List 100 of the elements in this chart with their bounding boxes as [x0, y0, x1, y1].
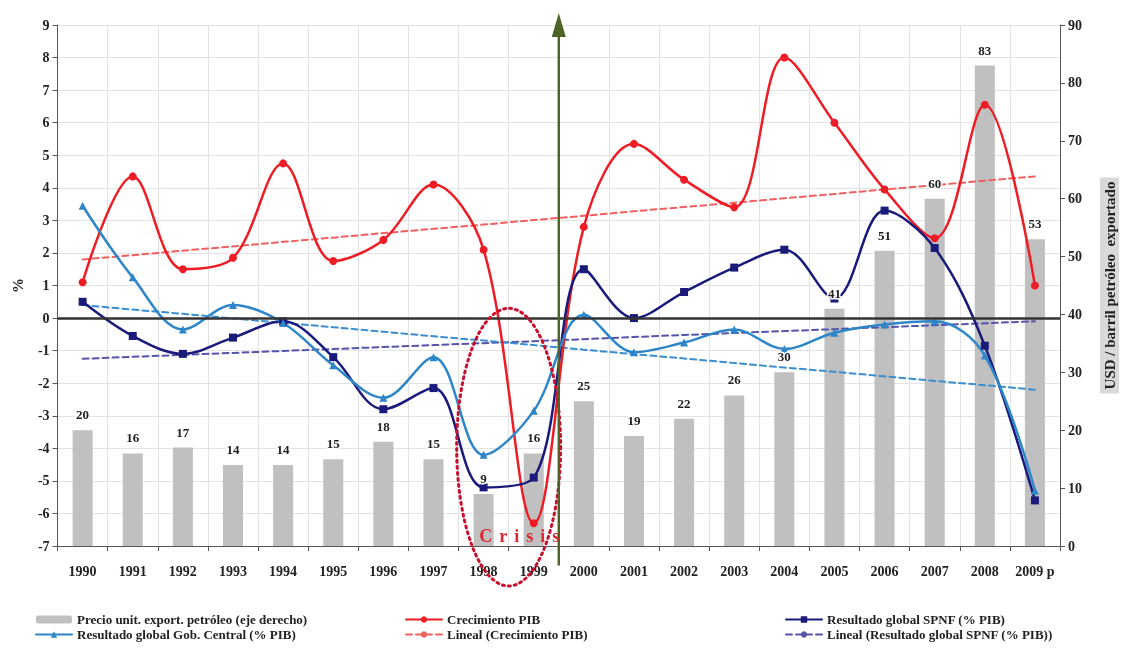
- data-label: 15: [426, 436, 441, 452]
- bar: [774, 372, 795, 546]
- y-tick-label: 1: [42, 278, 50, 293]
- x-tick-label: 2002: [670, 563, 699, 579]
- x-tick-label: 1995: [319, 563, 348, 579]
- bar: [1024, 239, 1045, 546]
- bar: [423, 459, 444, 546]
- y-tick-label: -7: [37, 538, 50, 554]
- point: [1030, 486, 1039, 495]
- data-label: 22: [677, 395, 691, 411]
- bar: [122, 453, 143, 546]
- point: [629, 348, 638, 357]
- y-tick-label: -1: [37, 343, 50, 359]
- point: [78, 297, 87, 306]
- point: [78, 278, 87, 287]
- y-tick-label: 6: [42, 115, 50, 131]
- y-tick-label: 0: [42, 310, 50, 326]
- point: [128, 172, 137, 181]
- y2-tick-label: 40: [1068, 306, 1082, 322]
- y-tick-label: 3: [42, 212, 50, 228]
- y-tick-label: 8: [42, 50, 50, 66]
- x-tick-label: 2004: [770, 563, 799, 579]
- point: [930, 244, 939, 253]
- data-label: 14: [276, 441, 291, 457]
- point: [830, 118, 839, 127]
- point: [228, 333, 237, 342]
- bar: [674, 418, 695, 546]
- y-tick-label: -2: [37, 375, 50, 391]
- y2-tick-label: 30: [1068, 364, 1082, 380]
- point: [429, 180, 438, 189]
- point: [229, 253, 237, 262]
- data-label: 25: [577, 378, 591, 394]
- data-label: 16: [527, 430, 541, 446]
- point: [479, 245, 488, 254]
- bar: [172, 447, 193, 546]
- point: [329, 353, 338, 362]
- y-tick-label: 7: [42, 82, 50, 98]
- legend-label: Crecimiento PIB: [447, 612, 541, 627]
- point: [279, 159, 288, 168]
- legend-label: Resultado global SPNF (% PIB): [827, 612, 1005, 627]
- point: [1030, 281, 1039, 290]
- data-label: 53: [1028, 216, 1042, 232]
- point: [930, 234, 939, 243]
- bar: [824, 308, 845, 546]
- data-label: 15: [326, 436, 341, 452]
- bar: [323, 459, 344, 546]
- point: [228, 301, 237, 310]
- x-tick-label: 1997: [419, 563, 448, 579]
- point: [880, 320, 889, 329]
- data-label: 51: [878, 227, 892, 243]
- point: [730, 203, 739, 212]
- y2-tick-label: 10: [1068, 480, 1082, 496]
- bar: [72, 430, 93, 546]
- point: [680, 288, 689, 297]
- point: [980, 351, 989, 360]
- point: [329, 257, 338, 266]
- legend-label: Precio unit. export. petróleo (eje derecho): [77, 612, 308, 627]
- point: [680, 175, 689, 184]
- point: [579, 265, 588, 274]
- bar: [974, 65, 995, 546]
- point: [629, 139, 638, 148]
- x-tick-label: 2000: [569, 563, 598, 579]
- legend-label: Lineal (Resultado global SPNF (% PIB)): [827, 627, 1053, 642]
- point: [880, 185, 889, 194]
- y-tick-label: 5: [42, 147, 50, 163]
- point: [579, 222, 588, 231]
- x-tick-label: 2008: [970, 563, 999, 579]
- point: [379, 235, 388, 244]
- point: [980, 100, 989, 109]
- x-tick-label: 1996: [369, 563, 398, 579]
- x-tick-label: 1992: [168, 563, 197, 579]
- x-tick-label: 1990: [68, 563, 97, 579]
- x-tick-label: 2006: [870, 563, 899, 579]
- legend-label: Lineal (Crecimiento PIB): [447, 627, 588, 642]
- bar: [874, 250, 895, 546]
- x-tick-label: 1991: [118, 563, 147, 579]
- point: [429, 384, 438, 393]
- bar: [924, 198, 945, 546]
- y-tick-label: 4: [42, 180, 50, 196]
- bar: [222, 464, 244, 546]
- data-label: 16: [126, 430, 140, 446]
- point: [980, 341, 989, 350]
- y2-tick-label: 70: [1068, 133, 1082, 149]
- y2-tick-label: 50: [1068, 249, 1082, 265]
- x-tick-label: 1993: [218, 563, 247, 579]
- point: [379, 393, 388, 402]
- y2-tick-label: 90: [1068, 17, 1082, 33]
- point: [128, 331, 137, 340]
- data-label: 30: [777, 349, 791, 365]
- point: [780, 245, 789, 254]
- data-label: 20: [76, 407, 90, 423]
- point: [178, 265, 187, 274]
- x-tick-label: 1994: [269, 563, 298, 579]
- y2-tick-label: 60: [1068, 191, 1082, 207]
- point: [529, 406, 538, 415]
- point: [730, 263, 739, 272]
- y-tick-label: -4: [37, 440, 50, 456]
- point: [479, 450, 488, 459]
- y-tick-label: -6: [37, 505, 50, 521]
- point: [529, 519, 538, 528]
